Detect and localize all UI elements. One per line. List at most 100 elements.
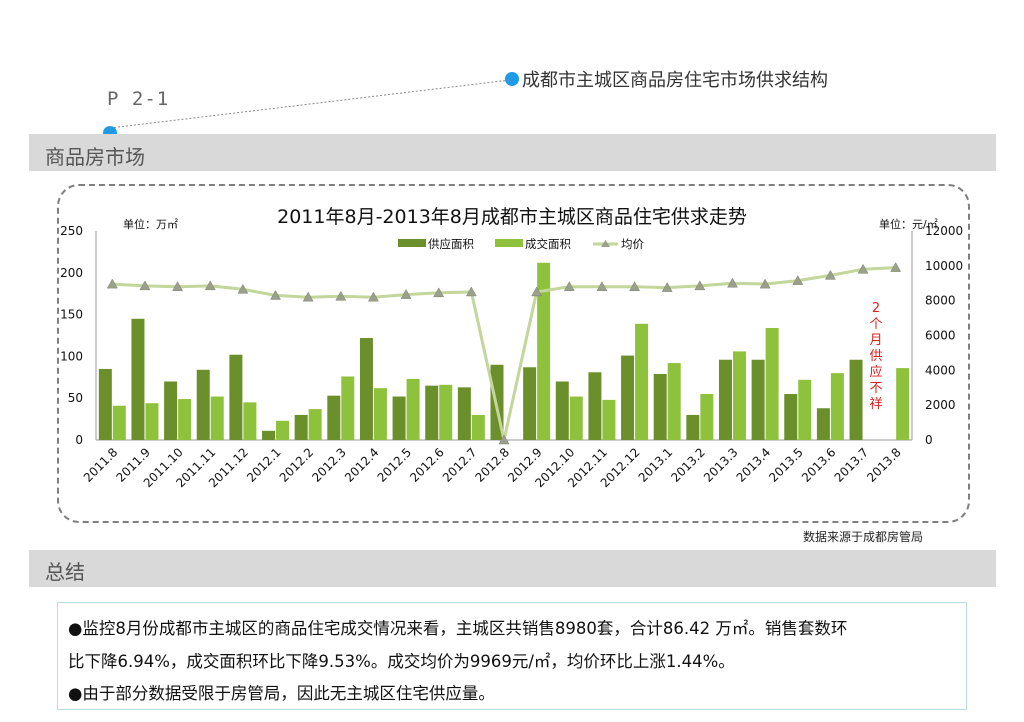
x-tick-label: 2013.5	[766, 445, 806, 485]
x-tick-label: 2013.7	[832, 445, 872, 485]
bar-deal	[700, 394, 714, 440]
bar-supply	[849, 359, 863, 440]
right-tick-label: 2000	[925, 398, 956, 412]
price-marker	[498, 434, 510, 445]
connector-line	[109, 79, 511, 129]
price-marker	[694, 280, 706, 291]
x-tick-label: 2013.6	[799, 445, 839, 485]
bar-deal	[569, 396, 583, 440]
annotation-char: 不	[869, 381, 882, 396]
bar-supply	[392, 396, 406, 440]
bar-deal	[308, 409, 322, 440]
bar-supply	[751, 359, 765, 440]
annotation-char: 2	[872, 301, 880, 316]
price-marker	[302, 291, 314, 302]
annotation-char: 月	[869, 333, 882, 348]
bar-supply	[555, 381, 569, 440]
right-tick-label: 10000	[925, 259, 963, 273]
bar-deal	[276, 420, 290, 440]
bar-deal	[667, 363, 681, 440]
price-marker	[270, 289, 281, 300]
summary-line-3: ●由于部分数据受限于房管局，因此无主城区住宅供应量。	[68, 684, 495, 703]
x-tick-label: 2012.1	[244, 445, 284, 485]
summary-line-1: ●监控8月份成都市主城区的商品住宅成交情况来看，主城区共销售8980套，合计86…	[68, 619, 848, 638]
price-marker	[465, 286, 477, 297]
summary-line-2: 比下降6.94%，成交面积环比下降9.53%。成交均价为9969元/㎡，均价环比…	[68, 652, 735, 671]
x-tick-label: 2012.8	[473, 445, 513, 485]
price-marker	[661, 282, 673, 292]
bar-deal	[112, 405, 126, 440]
section-band-market: 商品房市场	[29, 134, 996, 171]
bar-supply	[621, 355, 635, 440]
bar-supply	[359, 338, 373, 440]
bar-deal	[798, 379, 812, 440]
left-tick-label: 50	[68, 391, 83, 405]
bar-deal	[145, 403, 159, 440]
bar-supply	[686, 414, 700, 440]
right-tick-label: 4000	[925, 363, 956, 377]
bar-deal	[243, 402, 257, 440]
price-marker	[824, 269, 836, 280]
x-tick-label: 2012.7	[440, 445, 480, 485]
bar-deal	[439, 384, 453, 440]
x-tick-label: 2012.3	[309, 445, 349, 485]
annotation-char: 供	[869, 349, 882, 364]
price-marker	[563, 281, 575, 291]
summary-box: ●监控8月份成都市主城区的商品住宅成交情况来看，主城区共销售8980套，合计86…	[57, 602, 967, 710]
bar-supply	[653, 373, 667, 440]
price-marker	[596, 281, 608, 291]
page-number-label: P 2-1	[107, 88, 170, 110]
page-title: 成都市主城区商品房住宅市场供求结构	[522, 70, 828, 91]
bar-supply	[262, 430, 276, 440]
bar-deal	[602, 399, 616, 440]
right-tick-label: 12000	[925, 224, 963, 238]
right-tick-label: 6000	[925, 329, 956, 343]
x-tick-label: 2012.2	[277, 445, 317, 485]
price-marker	[172, 281, 184, 291]
annotation-char: 祥	[869, 397, 882, 412]
bar-deal	[765, 327, 779, 440]
price-marker	[204, 280, 216, 291]
bar-supply	[425, 385, 439, 440]
bar-supply	[784, 394, 798, 440]
bar-deal	[373, 388, 387, 440]
legend-label-price: 均价	[621, 237, 644, 251]
section-band-summary: 总结	[29, 550, 996, 587]
price-marker	[368, 291, 379, 302]
section-title-market: 商品房市场	[45, 145, 145, 169]
bar-deal	[341, 376, 355, 440]
left-tick-label: 100	[60, 349, 83, 363]
x-tick-label: 2013.4	[734, 445, 774, 485]
bar-deal	[635, 323, 649, 440]
price-marker	[727, 277, 738, 288]
legend-swatch-deal	[495, 239, 523, 247]
legend-marker-price	[601, 240, 610, 247]
price-marker	[400, 289, 412, 299]
annotation-char: 应	[869, 364, 882, 380]
legend-swatch-supply	[398, 239, 426, 247]
marker-dot-right	[505, 72, 519, 86]
x-tick-label: 2011.8	[81, 445, 121, 485]
bar-deal	[537, 262, 551, 440]
bar-supply	[294, 414, 308, 440]
chart-title: 2011年8月-2013年8月成都市主城区商品住宅供求走势	[277, 206, 747, 228]
right-axis-unit: 单位：元/㎡	[879, 217, 938, 231]
left-tick-label: 0	[75, 433, 83, 447]
bar-deal	[210, 396, 224, 440]
price-marker	[759, 278, 771, 289]
x-tick-label: 2012.6	[407, 445, 447, 485]
price-marker	[890, 262, 902, 272]
bar-deal	[896, 368, 910, 440]
bar-deal	[471, 414, 485, 440]
bar-supply	[718, 359, 732, 440]
chart-frame	[57, 184, 970, 523]
bar-deal	[830, 373, 844, 440]
price-marker	[857, 263, 869, 274]
x-tick-label: 2013.1	[636, 445, 676, 485]
price-marker	[335, 290, 347, 301]
x-tick-label: 2012.4	[342, 445, 382, 485]
annotation-char: 个	[869, 317, 882, 332]
source-note: 数据来源于成都房管局	[803, 530, 924, 544]
bar-supply	[457, 387, 471, 440]
